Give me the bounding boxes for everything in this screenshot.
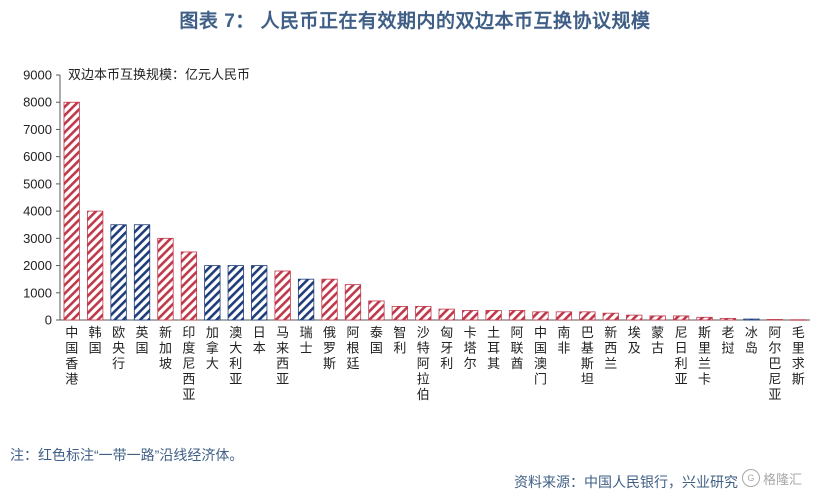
bar-1	[63, 101, 80, 321]
x-tick-label: 智利	[393, 325, 406, 356]
bar-24	[602, 312, 619, 321]
bar-20	[508, 310, 526, 321]
bar-18	[462, 310, 479, 321]
y-tick-label: 8000	[23, 95, 52, 110]
bar-29	[719, 317, 737, 321]
x-tick-label: 瑞士	[300, 325, 313, 356]
bar-28	[696, 316, 713, 321]
footnote: 注：红色标注“一带一路”沿线经济体。	[10, 447, 244, 463]
y-tick-label: 2000	[23, 258, 52, 273]
x-tick-label: 匈牙利	[440, 325, 453, 371]
x-tick-label: 卡塔尔	[464, 325, 477, 371]
bar-26	[649, 315, 666, 321]
x-tick-label: 斯里兰卡	[698, 325, 711, 387]
x-tick-label: 巴基斯坦	[581, 325, 594, 387]
watermark-logo-icon: G	[742, 469, 760, 487]
x-tick-label: 英国	[136, 325, 149, 356]
bar-7	[204, 265, 221, 321]
bar-12	[321, 278, 338, 321]
bar-16	[415, 305, 432, 321]
bar-25	[626, 314, 643, 321]
bar-11	[297, 278, 315, 321]
x-tick-label: 阿联酋	[511, 325, 524, 371]
bar-32	[790, 319, 807, 321]
x-tick-label: 马来西亚	[276, 325, 289, 387]
unit-label: 双边本币互换规模：亿元人民币	[68, 67, 250, 82]
x-tick-label: 泰国	[370, 325, 383, 356]
bar-23	[579, 311, 596, 321]
x-tick-label: 老挝	[721, 325, 734, 356]
bar-4	[133, 224, 151, 321]
x-tick-label: 阿尔巴尼亚	[768, 325, 781, 402]
x-axis-labels: 中国香港韩国欧央行英国新加坡印度尼西亚加拿大澳大利亚日本马来西亚瑞士俄罗斯阿根廷…	[65, 325, 805, 402]
x-tick-label: 南非	[557, 325, 570, 356]
y-tick-label: 9000	[23, 68, 52, 83]
x-tick-label: 埃及	[628, 325, 641, 356]
x-tick-label: 日本	[253, 325, 266, 356]
y-tick-label: 6000	[23, 149, 52, 164]
bar-21	[532, 311, 549, 321]
x-tick-label: 韩国	[89, 325, 102, 356]
x-tick-label: 中国香港	[65, 325, 78, 387]
y-tick-label: 4000	[23, 204, 52, 219]
chart-title: 图表 7： 人民币正在有效期内的双边本币互换协议规模	[179, 11, 651, 32]
x-tick-label: 加拿大	[206, 325, 219, 371]
bar-2	[87, 210, 104, 321]
x-tick-label: 印度尼西亚	[182, 325, 195, 402]
x-tick-label: 澳大利亚	[229, 325, 242, 387]
bar-9	[251, 265, 268, 321]
bar-5	[157, 237, 174, 321]
y-tick-label: 7000	[23, 122, 52, 137]
bar-17	[438, 308, 455, 321]
x-tick-label: 新加坡	[159, 325, 172, 371]
bar-8	[227, 265, 244, 321]
y-tick-label: 1000	[23, 285, 52, 300]
bars	[63, 101, 807, 321]
x-tick-label: 蒙古	[651, 325, 664, 356]
x-tick-label: 新西兰	[604, 325, 617, 371]
bar-15	[391, 305, 408, 321]
x-tick-label: 土耳其	[487, 325, 500, 371]
bar-6	[180, 251, 198, 321]
x-tick-label: 阿根廷	[346, 325, 359, 371]
bar-13	[344, 284, 362, 321]
bar-27	[672, 315, 690, 321]
x-tick-label: 毛里求斯	[792, 325, 805, 387]
y-tick-label: 0	[45, 313, 52, 328]
y-axis: 0 1000 2000 3000 4000 5000 6000 7000 8000 9000	[23, 68, 810, 328]
x-tick-label: 冰岛	[745, 325, 758, 356]
y-tick-label: 5000	[23, 176, 52, 191]
x-tick-label: 沙特阿拉伯	[417, 325, 430, 402]
x-tick-label: 尼日利亚	[675, 325, 688, 387]
source-text: 资料来源：中国人民银行，兴业研究	[514, 474, 738, 490]
bar-30	[743, 318, 760, 321]
bar-10	[274, 270, 291, 321]
x-tick-label: 欧央行	[112, 325, 125, 371]
bar-31	[766, 319, 783, 321]
y-tick-label: 3000	[23, 231, 52, 246]
bar-3	[110, 224, 127, 321]
watermark: G 格隆汇	[742, 466, 824, 490]
bar-19	[485, 310, 502, 321]
x-tick-label: 中国澳门	[534, 325, 547, 387]
bar-22	[555, 311, 573, 321]
watermark-text: 格隆汇	[763, 471, 803, 487]
bar-14	[368, 300, 385, 321]
x-tick-label: 俄罗斯	[323, 325, 336, 371]
